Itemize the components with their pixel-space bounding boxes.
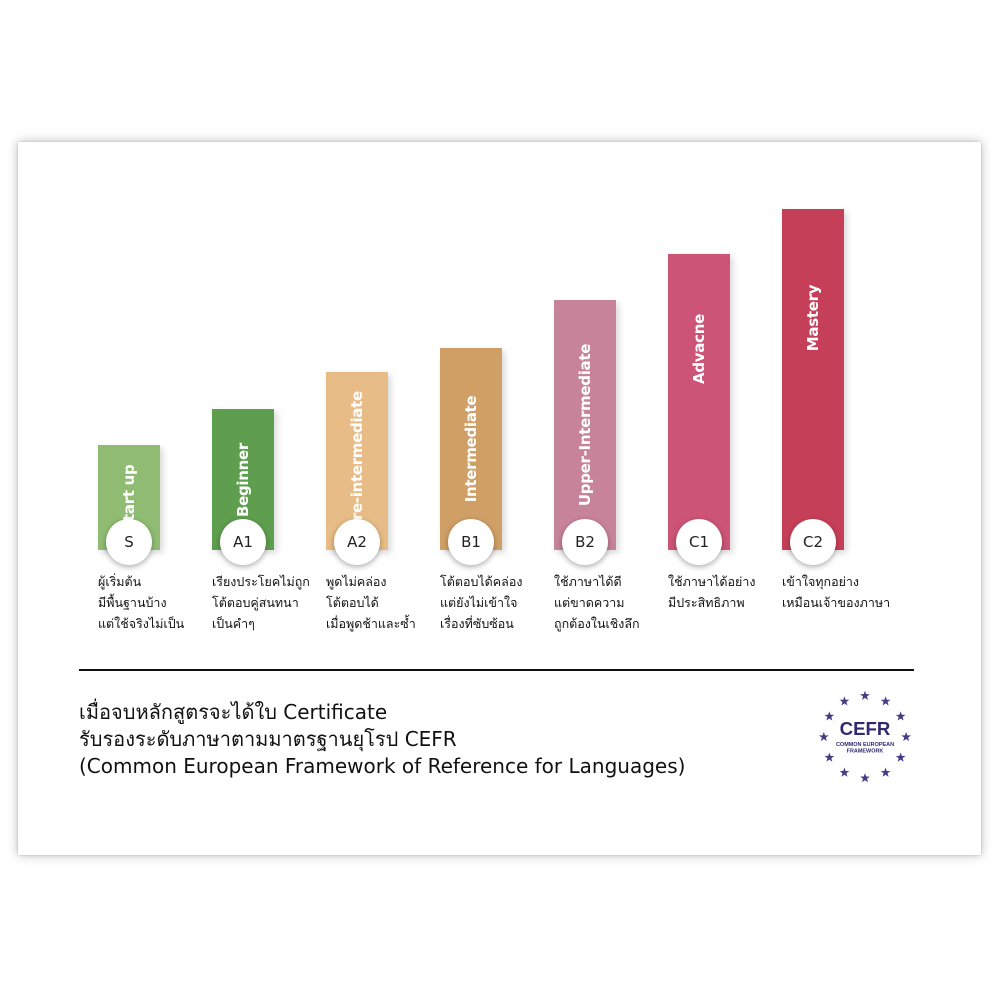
star-ring-icon — [818, 690, 912, 783]
level-name: Upper-Intermediate — [576, 343, 594, 507]
level-name: Mastery — [804, 284, 822, 352]
level-bar-b1: Intermediate — [440, 348, 502, 550]
star-icon — [824, 752, 835, 762]
level-code-badge: C2 — [790, 519, 836, 565]
description-line: ใช้ภาษาได้อย่าง — [668, 574, 756, 589]
level-description: ผู้เริ่มต้น มีพื้นฐานบ้าง แต่ใช้จริงไม่เ… — [98, 571, 216, 634]
level-description: ใช้ภาษาได้ดี แต่ขาดความ ถูกต้องในเชิงลึก — [554, 571, 672, 634]
description-line: ใช้ภาษาได้ดี — [554, 574, 622, 589]
level-description: เรียงประโยคไม่ถูก โต้ตอบคู่สนทนา เป็นคำๆ — [212, 571, 330, 634]
description-line: เข้าใจทุกอย่าง — [782, 574, 860, 589]
certificate-note-line: รับรองระดับภาษาตามมาตรฐานยุโรป CEFR — [79, 727, 457, 751]
star-icon — [860, 773, 870, 783]
description-line: พูดไม่คล่อง — [326, 574, 387, 589]
star-icon — [895, 752, 906, 762]
level-description: ใช้ภาษาได้อย่าง มีประสิทธิภาพ — [668, 571, 786, 613]
level-code-badge: A2 — [334, 519, 380, 565]
level-description: โต้ตอบได้คล่อง แต่ยังไม่เข้าใจ เรื่องที่… — [440, 571, 558, 634]
level-name: Pre-intermediate — [348, 391, 366, 531]
star-icon — [895, 711, 906, 721]
description-line: โต้ตอบได้คล่อง — [440, 574, 523, 589]
cefr-logo: CEFR COMMON EUROPEAN FRAMEWORK — [818, 690, 912, 783]
star-icon — [901, 731, 912, 742]
level-name: Beginner — [234, 442, 252, 517]
logo-title: CEFR — [840, 718, 891, 739]
level-description: พูดไม่คล่อง โต้ตอบได้ เมื่อพูดช้าและซ้ำ — [326, 571, 444, 634]
description-line: เรียงประโยคไม่ถูก — [212, 574, 310, 589]
description-line: โต้ตอบคู่สนทนา — [212, 595, 299, 610]
section-divider — [79, 669, 914, 671]
level-name: Advacne — [690, 313, 708, 384]
star-icon — [880, 767, 891, 777]
level-code-badge: B2 — [562, 519, 608, 565]
level-bar-b2: Upper-Intermediate — [554, 300, 616, 550]
level-name: Intermediate — [462, 395, 480, 503]
description-line: แต่ใช้จริงไม่เป็น — [98, 616, 185, 631]
logo-subtitle: COMMON EUROPEAN — [836, 742, 894, 748]
level-code-badge: C1 — [676, 519, 722, 565]
description-line: เมื่อพูดช้าและซ้ำ — [326, 616, 416, 631]
certificate-note: เมื่อจบหลักสูตรจะได้ใบ Certificate รับรอ… — [79, 699, 799, 780]
certificate-note-line: (Common European Framework of Reference … — [79, 754, 686, 778]
star-icon — [839, 696, 850, 706]
level-bar-c1: Advacne — [668, 254, 730, 550]
star-icon — [818, 731, 829, 742]
description-line: แต่ขาดความ — [554, 595, 625, 610]
certificate-note-line: เมื่อจบหลักสูตรจะได้ใบ Certificate — [79, 700, 388, 724]
star-icon — [860, 690, 870, 700]
logo-subtitle: FRAMEWORK — [847, 749, 884, 755]
star-icon — [824, 711, 835, 721]
level-description: เข้าใจทุกอย่าง เหมือนเจ้าของภาษา — [782, 571, 900, 613]
level-code-badge: B1 — [448, 519, 494, 565]
description-line: เหมือนเจ้าของภาษา — [782, 595, 891, 610]
description-line: แต่ยังไม่เข้าใจ — [440, 595, 518, 610]
level-bar-c2: Mastery — [782, 209, 844, 550]
description-line: ผู้เริ่มต้น — [98, 574, 142, 589]
description-line: เป็นคำๆ — [212, 616, 255, 631]
level-code-badge: S — [106, 519, 152, 565]
star-icon — [839, 767, 850, 777]
description-line: เรื่องที่ซับซ้อน — [440, 616, 514, 631]
star-icon — [880, 696, 891, 706]
description-line: มีพื้นฐานบ้าง — [98, 595, 167, 610]
description-line: โต้ตอบได้ — [326, 595, 379, 610]
description-line: ถูกต้องในเชิงลึก — [554, 616, 640, 631]
description-line: มีประสิทธิภาพ — [668, 595, 745, 610]
level-code-badge: A1 — [220, 519, 266, 565]
